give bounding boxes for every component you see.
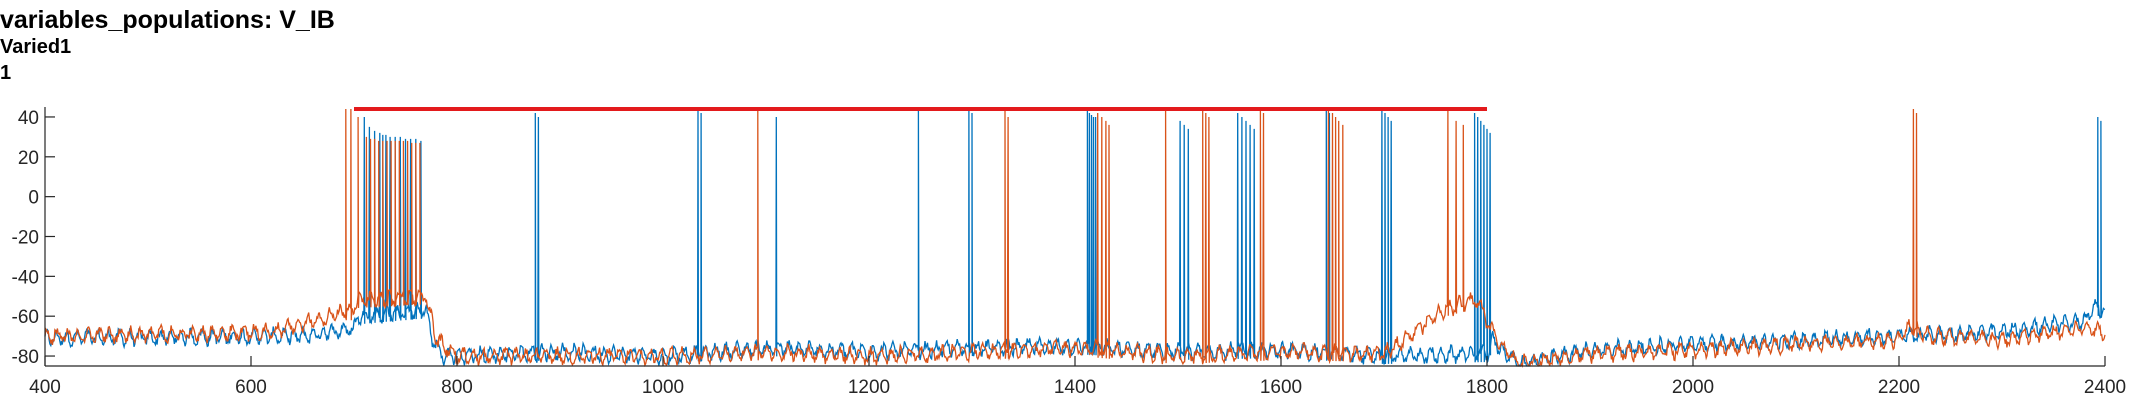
x-tick-label: 1200 bbox=[848, 377, 890, 398]
y-tick-label: -60 bbox=[12, 307, 39, 328]
axes-layer: 400 600 800 1000 1200 1400 1600 1800 2000 2200 240… bbox=[12, 107, 2126, 398]
y-tick-label: 20 bbox=[18, 148, 39, 169]
y-tick-label: 40 bbox=[18, 108, 39, 129]
x-tick-label: 1400 bbox=[1054, 377, 1096, 398]
x-tick-label: 2400 bbox=[2084, 377, 2126, 398]
series-layer bbox=[44, 106, 2106, 369]
x-tick-label: 600 bbox=[235, 377, 267, 398]
y-tick-label: -80 bbox=[12, 347, 39, 368]
y-tick-label: 0 bbox=[28, 188, 39, 209]
x-tick-label: 800 bbox=[441, 377, 473, 398]
y-tick-label: -40 bbox=[12, 267, 39, 288]
series-line-blue bbox=[44, 108, 2106, 368]
chart-subtitle: Varied1 bbox=[0, 36, 72, 58]
x-tick-label: 2200 bbox=[1878, 377, 1920, 398]
chart-title: variables_populations: V_IB bbox=[0, 6, 335, 34]
x-tick-label: 1600 bbox=[1260, 377, 1302, 398]
x-tick-label: 1800 bbox=[1466, 377, 1508, 398]
x-tick-label: 400 bbox=[29, 377, 61, 398]
chart-subtitle-2: 1 bbox=[0, 62, 12, 84]
y-tick-label: -20 bbox=[12, 228, 39, 249]
series-line-orange bbox=[44, 108, 2106, 369]
x-tick-label: 1000 bbox=[642, 377, 684, 398]
x-tick-label: 2000 bbox=[1672, 377, 1714, 398]
